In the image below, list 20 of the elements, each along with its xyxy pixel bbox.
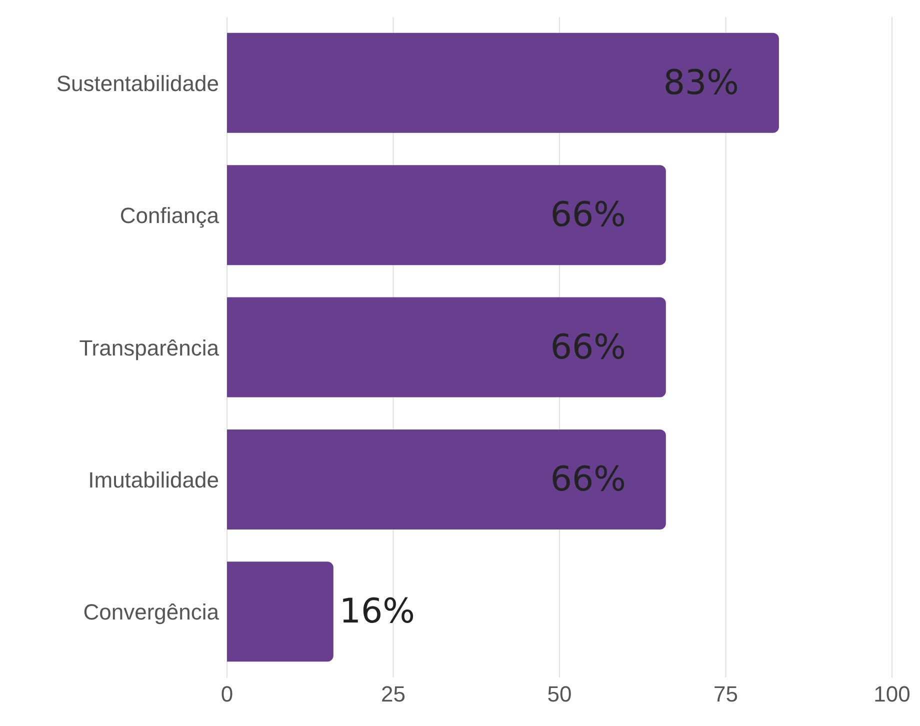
x-tick-label: 100 (874, 682, 910, 707)
bar (227, 165, 666, 266)
y-tick-label: Transparência (79, 335, 220, 360)
y-tick-label: Convergência (83, 600, 220, 625)
x-tick-label: 0 (220, 682, 234, 707)
data-label: 66% (550, 195, 626, 236)
y-tick-label: Sustentabilidade (56, 70, 219, 96)
x-tick-label: 50 (547, 682, 572, 707)
y-tick-label: Imutabilidade (88, 468, 219, 493)
bar (227, 429, 666, 530)
x-tick-label: 25 (381, 682, 406, 707)
bar (227, 32, 779, 133)
bar (227, 297, 666, 398)
data-label: 66% (550, 327, 626, 368)
bar (227, 562, 334, 662)
data-label: 66% (550, 459, 626, 500)
y-tick-label: Confiança (120, 203, 220, 228)
data-label: 83% (663, 62, 739, 103)
x-tick-label: 75 (714, 682, 738, 707)
data-label: 16% (339, 592, 415, 632)
